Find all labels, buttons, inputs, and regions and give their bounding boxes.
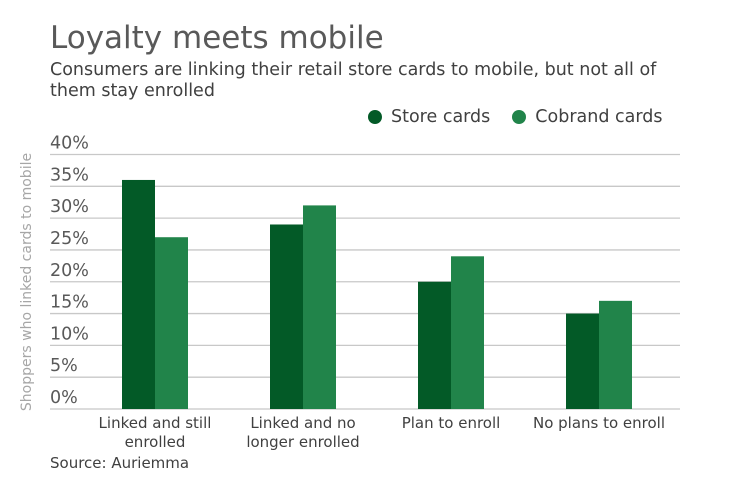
bar-cobrand-cards bbox=[451, 256, 484, 409]
x-tick-label: Linked and no longer enrolled bbox=[246, 414, 359, 451]
legend-label: Cobrand cards bbox=[535, 107, 663, 127]
y-tick-label: 35% bbox=[50, 165, 89, 185]
y-tick-label: 20% bbox=[50, 261, 89, 281]
y-tick-label: 40% bbox=[50, 134, 89, 154]
legend-item-cobrand-cards: Cobrand cards bbox=[512, 107, 662, 127]
x-tick-label: Plan to enroll bbox=[402, 414, 501, 432]
source-note: Source: Auriemma bbox=[50, 454, 190, 472]
chart-subtitle: Consumers are linking their retail store… bbox=[50, 60, 657, 101]
x-tick-label: Linked and still enrolled bbox=[99, 414, 212, 451]
y-tick-label: 5% bbox=[50, 356, 78, 376]
bar-store-cards bbox=[566, 313, 599, 409]
legend-swatch-store-cards bbox=[368, 110, 382, 124]
bar-cobrand-cards bbox=[303, 205, 336, 409]
bar-cobrand-cards bbox=[155, 237, 188, 409]
y-tick-label: 0% bbox=[50, 388, 78, 408]
bar-cobrand-cards bbox=[599, 300, 632, 409]
bar-store-cards bbox=[270, 224, 303, 409]
bar-store-cards bbox=[122, 179, 155, 409]
y-tick-label: 15% bbox=[50, 293, 89, 313]
legend-item-store-cards: Store cards bbox=[368, 107, 490, 127]
y-tick-label: 30% bbox=[50, 197, 89, 217]
legend-swatch-cobrand-cards bbox=[512, 110, 527, 124]
y-tick-label: 10% bbox=[50, 324, 89, 344]
legend-label: Store cards bbox=[391, 107, 491, 127]
chart-title: Loyalty meets mobile bbox=[50, 20, 384, 56]
bar-store-cards bbox=[418, 281, 451, 409]
x-tick-label: No plans to enroll bbox=[533, 414, 665, 432]
y-axis-label: Shoppers who linked cards to mobile bbox=[19, 153, 35, 411]
y-tick-label: 25% bbox=[50, 229, 89, 249]
legend: Store cards Cobrand cards bbox=[368, 107, 662, 127]
